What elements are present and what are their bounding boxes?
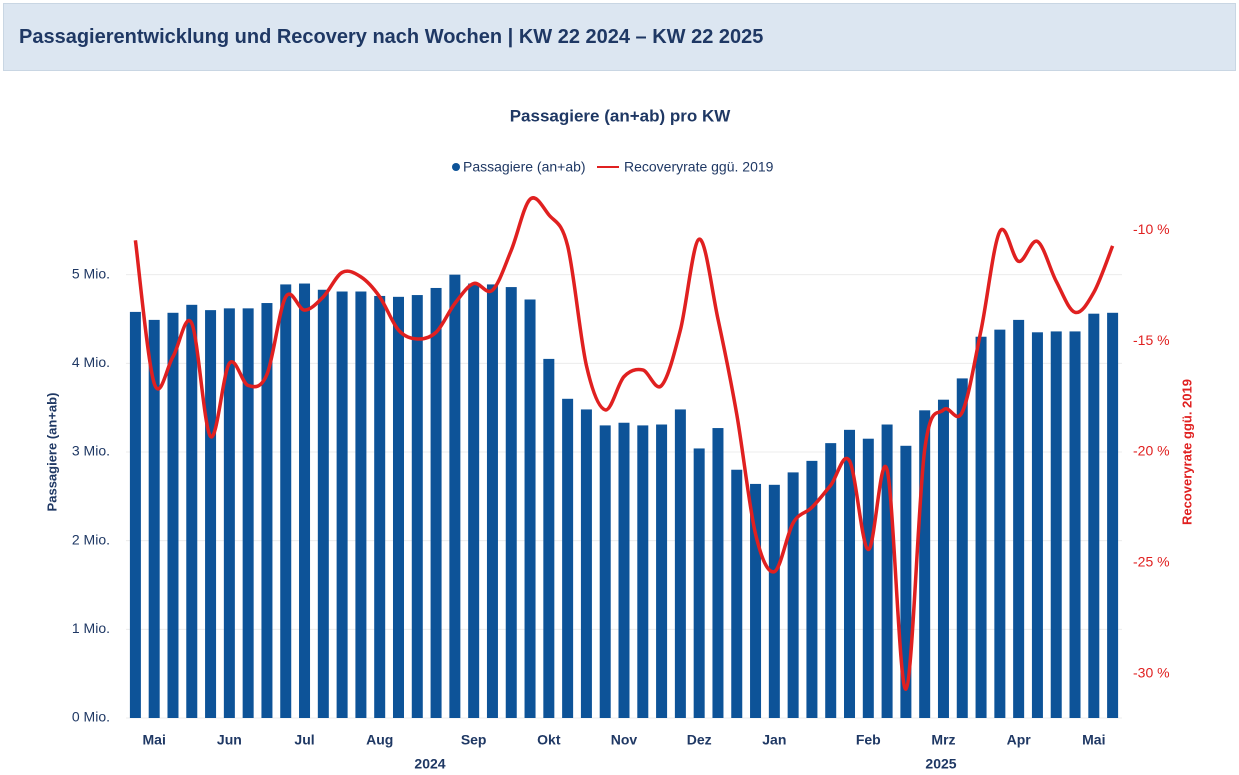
bar: [1031, 332, 1043, 718]
x-tick-label: Sep: [461, 732, 487, 748]
x-tick-label: Mai: [1082, 732, 1105, 748]
x-tick-label: Dez: [687, 732, 712, 748]
bar: [468, 283, 480, 718]
bar: [975, 336, 987, 718]
legend-label: Passagiere (an+ab): [463, 159, 586, 175]
bar: [1088, 313, 1100, 718]
bar: [317, 289, 329, 718]
bar: [186, 304, 198, 718]
x-tick-label: Okt: [537, 732, 561, 748]
bar: [750, 483, 762, 718]
y2-tick-label: -25 %: [1133, 554, 1170, 570]
bar: [787, 472, 799, 718]
bar: [261, 303, 273, 718]
chart-title: Passagiere (an+ab) pro KW: [510, 106, 732, 125]
bar: [543, 358, 555, 718]
y-axis-title: Passagiere (an+ab): [44, 393, 59, 512]
x-tick-label: Feb: [856, 732, 881, 748]
x-tick-label: Mai: [143, 732, 166, 748]
y2-tick-label: -20 %: [1133, 443, 1170, 459]
bar: [599, 425, 611, 718]
bar: [167, 312, 179, 718]
y2-axis-title: Recoveryrate ggü. 2019: [1179, 379, 1194, 525]
x-tick-label: Jun: [217, 732, 242, 748]
x-tick-label: Jul: [294, 732, 314, 748]
bar: [505, 287, 517, 718]
bar: [956, 378, 968, 718]
bar: [580, 409, 592, 718]
bar: [656, 424, 668, 718]
bar: [430, 287, 442, 718]
bar: [280, 284, 292, 718]
x-tick-label: Apr: [1007, 732, 1032, 748]
bar: [900, 445, 912, 718]
bar: [355, 291, 367, 718]
bar: [299, 283, 311, 718]
y-tick-label: 0 Mio.: [72, 709, 110, 725]
bar: [562, 398, 574, 718]
y2-tick-label: -15 %: [1133, 332, 1170, 348]
bar: [1107, 312, 1119, 718]
y2-tick-label: -30 %: [1133, 664, 1170, 680]
y2-tick-label: -10 %: [1133, 221, 1170, 237]
bar: [881, 424, 893, 718]
bar: [374, 295, 386, 718]
bar: [712, 428, 724, 718]
x-group-label: 2025: [925, 756, 956, 772]
bar: [205, 310, 217, 718]
bar: [919, 410, 931, 718]
y-tick-label: 5 Mio.: [72, 265, 110, 281]
x-tick-label: Nov: [611, 732, 638, 748]
bar: [392, 296, 404, 718]
header: Passagierentwicklung und Recovery nach W…: [3, 3, 1236, 71]
bar: [806, 460, 818, 718]
bar: [1069, 331, 1081, 718]
x-tick-label: Aug: [366, 732, 393, 748]
bar: [223, 308, 235, 718]
y-tick-label: 1 Mio.: [72, 620, 110, 636]
y-tick-label: 2 Mio.: [72, 531, 110, 547]
bar: [731, 469, 743, 718]
bar: [336, 291, 348, 718]
bar: [994, 329, 1006, 718]
bar: [1050, 331, 1062, 718]
bar: [844, 429, 856, 718]
bar: [693, 448, 705, 718]
y-tick-label: 4 Mio.: [72, 354, 110, 370]
x-tick-label: Mrz: [931, 732, 955, 748]
bar: [486, 284, 498, 718]
bar: [411, 295, 423, 718]
bar: [674, 409, 686, 718]
bar: [862, 438, 874, 718]
header-title: Passagierentwicklung und Recovery nach W…: [19, 26, 764, 48]
x-group-label: 2024: [414, 756, 445, 772]
legend-label: Recoveryrate ggü. 2019: [624, 159, 774, 175]
bar: [129, 311, 141, 718]
legend-marker: [452, 163, 460, 171]
bar: [524, 299, 536, 718]
bar: [1013, 319, 1025, 718]
bar: [148, 319, 160, 718]
x-tick-label: Jan: [762, 732, 786, 748]
bar: [768, 484, 780, 718]
bar: [242, 308, 254, 718]
bar: [449, 274, 461, 718]
bar: [825, 443, 837, 718]
y-tick-label: 3 Mio.: [72, 443, 110, 459]
bar: [618, 422, 630, 718]
bar: [937, 399, 949, 718]
bar: [637, 425, 649, 718]
line: [133, 196, 1115, 691]
